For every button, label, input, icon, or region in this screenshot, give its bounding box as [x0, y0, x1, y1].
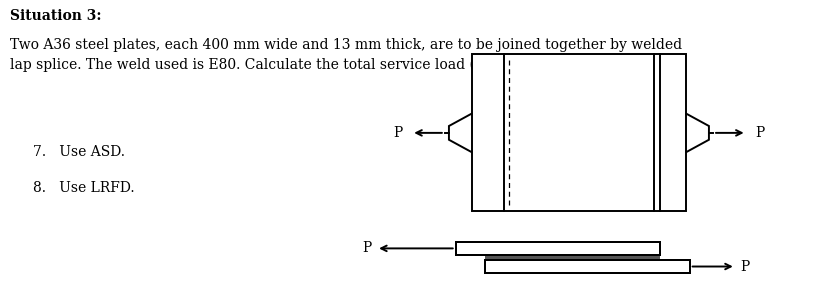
Bar — [485, 242, 660, 273]
Bar — [456, 242, 660, 255]
Text: 7.   Use ASD.: 7. Use ASD. — [33, 145, 125, 159]
Bar — [485, 260, 690, 273]
Text: P: P — [755, 126, 764, 140]
Text: 8.   Use LRFD.: 8. Use LRFD. — [33, 181, 135, 195]
Bar — [456, 242, 660, 255]
Bar — [485, 260, 690, 273]
Text: P: P — [394, 126, 403, 140]
Bar — [472, 54, 686, 211]
Text: Two A36 steel plates, each 400 mm wide and 13 mm thick, are to be joined togethe: Two A36 steel plates, each 400 mm wide a… — [10, 38, 682, 72]
Text: Situation 3:: Situation 3: — [10, 9, 101, 23]
Text: P: P — [740, 259, 749, 274]
Text: P: P — [363, 241, 372, 255]
